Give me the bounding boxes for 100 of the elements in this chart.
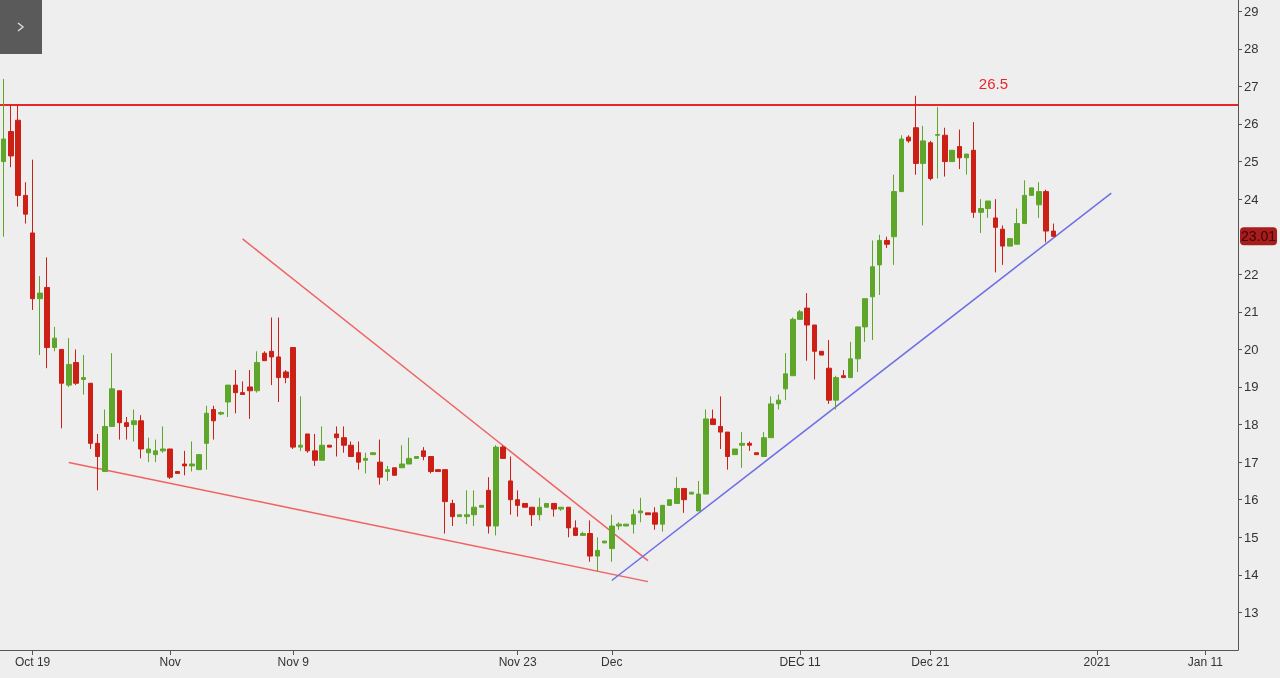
candlestick (312, 433, 318, 467)
x-tick-label: Nov 9 (277, 655, 310, 669)
candlestick (696, 480, 701, 512)
candlestick (486, 476, 491, 535)
y-tick-label: 16 (1244, 492, 1259, 508)
candlestick (240, 380, 245, 396)
y-tick-label: 19 (1244, 379, 1259, 395)
candlestick (913, 95, 919, 176)
candlestick (870, 239, 875, 341)
candlestick (414, 456, 419, 459)
candlestick (392, 467, 397, 476)
candlestick (928, 140, 933, 181)
candlestick (949, 149, 955, 163)
candlestick (732, 448, 738, 456)
candlestick (580, 531, 586, 536)
candlestick (1051, 223, 1056, 238)
candlestick (638, 497, 643, 523)
candlestick (964, 153, 969, 176)
candlestick (703, 409, 709, 495)
candlestick (1043, 189, 1049, 243)
candlestick (138, 414, 144, 459)
candlestick (363, 452, 368, 474)
candlestick (587, 519, 593, 563)
y-tick-label: 17 (1244, 454, 1259, 470)
candlestick (1022, 179, 1027, 225)
y-tick-label: 21 (1244, 304, 1259, 320)
candlestick (385, 465, 390, 482)
candlestick (269, 316, 274, 386)
candlestick (146, 437, 151, 463)
candlestick (305, 433, 310, 454)
candlestick (804, 292, 810, 362)
x-tick-label: Oct 19 (14, 655, 51, 669)
x-tick-label: Nov (159, 655, 181, 669)
candlestick (52, 326, 57, 352)
y-tick-label: 24 (1244, 191, 1259, 207)
candlestick (254, 350, 260, 394)
candlestick (247, 369, 253, 420)
candlestick (95, 433, 100, 491)
candlestick (377, 439, 383, 486)
candlestick (935, 106, 940, 179)
candlestick (776, 394, 781, 411)
y-tick-label: 20 (1244, 341, 1259, 357)
y-tick-label: 26 (1244, 116, 1259, 132)
candlestick (877, 234, 882, 296)
x-tick-label: DEC 11 (779, 655, 821, 669)
candlestick (175, 471, 180, 474)
x-tick-label: Nov 23 (498, 655, 537, 669)
candlestick (370, 452, 376, 456)
candlestick (182, 450, 187, 476)
candlestick (739, 431, 745, 469)
candlestick (225, 384, 231, 418)
candlestick (537, 497, 542, 521)
y-tick-label: 25 (1244, 154, 1259, 170)
candlestick (233, 369, 238, 414)
candlestick (595, 536, 600, 572)
candlestick (23, 181, 28, 225)
candlestick (566, 506, 571, 538)
candlestick (718, 395, 723, 450)
candlestick (841, 369, 846, 379)
candlestick (884, 236, 890, 249)
candlestick (276, 316, 281, 403)
candlestick (66, 337, 72, 388)
candlestick (81, 354, 86, 396)
x-tick-label: Dec (601, 655, 623, 669)
candlestick (153, 439, 158, 463)
candlestick (899, 134, 904, 193)
candlestick (167, 448, 173, 480)
candlestick (508, 456, 513, 516)
y-tick-label: 22 (1244, 266, 1259, 282)
y-tick-label: 15 (1244, 529, 1259, 545)
candlestick (848, 341, 853, 379)
y-tick-label: 18 (1244, 417, 1259, 433)
candlestick (479, 504, 484, 508)
candlestick (551, 502, 557, 518)
candlestick (558, 506, 564, 512)
candlestick (500, 444, 506, 459)
candlestick (298, 395, 303, 452)
candlestick (59, 348, 64, 429)
candlestick (957, 129, 962, 170)
candlestick (812, 324, 817, 380)
candlestick (754, 452, 759, 456)
candlestick (1000, 224, 1005, 266)
candlestick (334, 425, 339, 457)
candlestick (30, 159, 35, 311)
candlestick (674, 476, 680, 504)
y-tick-label: 13 (1244, 604, 1259, 620)
candlestick (660, 504, 665, 533)
candlestick (88, 382, 93, 450)
candlestick (515, 489, 520, 518)
candlestick (544, 502, 549, 508)
candlestick (37, 275, 43, 356)
candlestick (457, 514, 462, 518)
candlestick (891, 174, 897, 266)
candlestick (1029, 187, 1034, 196)
x-tick-label: Dec 21 (911, 655, 950, 669)
candlestick (211, 405, 216, 441)
candlestick (681, 487, 687, 514)
x-tick-label: 2021 (1083, 655, 1111, 669)
candlestick (117, 390, 122, 441)
candlestick (725, 431, 730, 471)
